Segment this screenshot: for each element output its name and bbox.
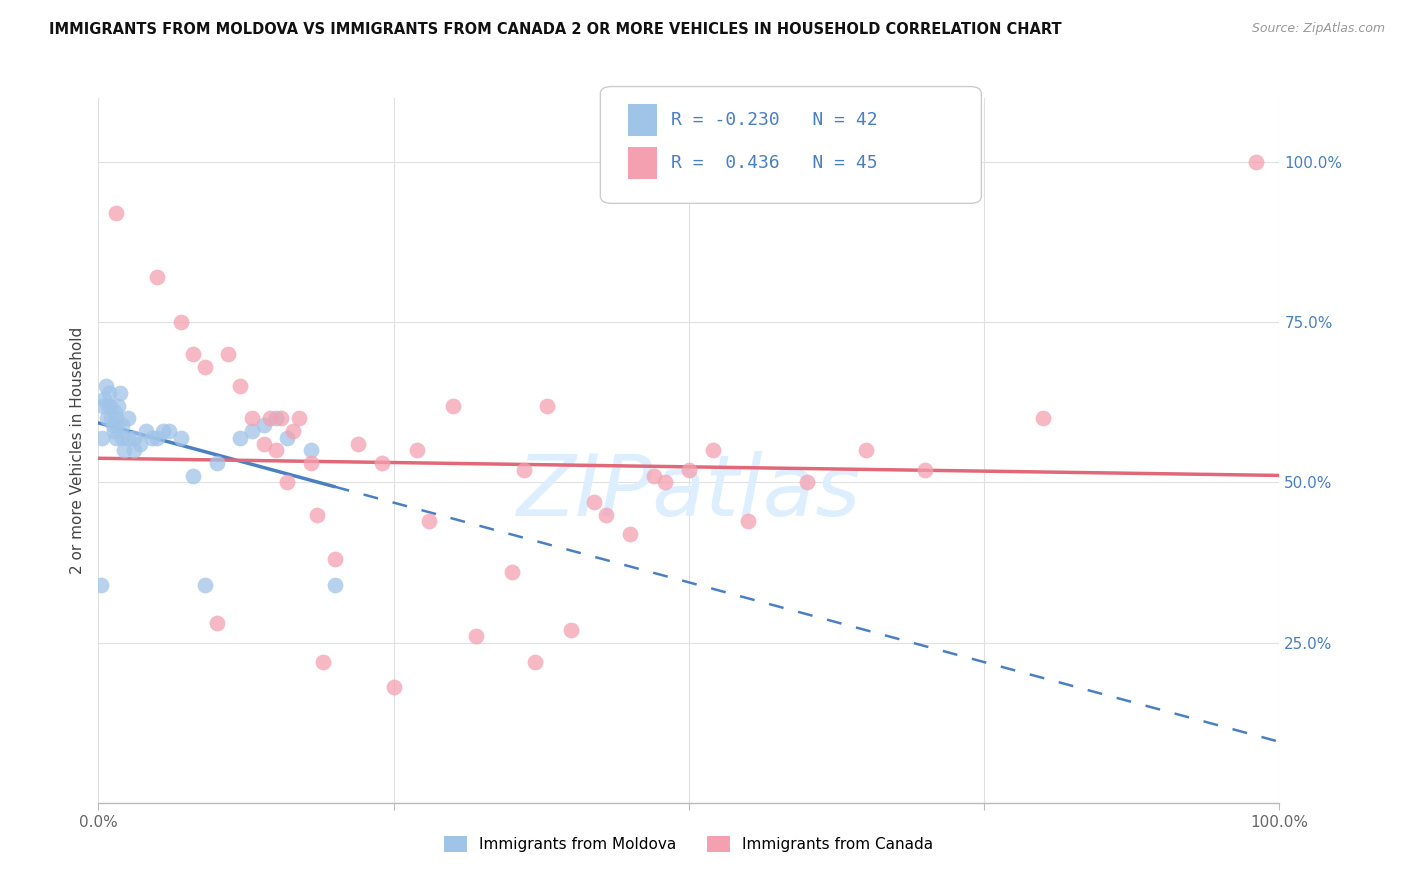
Point <box>1032 411 1054 425</box>
Point <box>122 443 145 458</box>
Point <box>194 360 217 375</box>
Point <box>264 443 287 458</box>
Point <box>501 565 523 579</box>
Point <box>170 431 193 445</box>
Point <box>111 431 134 445</box>
Point <box>194 578 217 592</box>
Point <box>512 463 534 477</box>
Point <box>264 411 287 425</box>
Point <box>157 424 180 438</box>
Point <box>643 469 665 483</box>
Point <box>105 206 128 220</box>
Point <box>103 424 125 438</box>
Point <box>312 655 335 669</box>
Point <box>122 431 145 445</box>
Point <box>796 475 818 490</box>
Point <box>323 578 346 592</box>
Point <box>914 463 936 477</box>
Point <box>583 494 606 508</box>
Point <box>112 443 135 458</box>
Text: R =  0.436   N = 45: R = 0.436 N = 45 <box>671 154 877 172</box>
Point <box>855 443 877 458</box>
Point <box>128 437 150 451</box>
Point <box>299 456 322 470</box>
Point <box>181 347 204 361</box>
Point <box>141 431 163 445</box>
Point <box>117 411 139 425</box>
Point <box>259 411 281 425</box>
Point <box>253 417 276 432</box>
Point <box>240 424 263 438</box>
Text: R = -0.230   N = 42: R = -0.230 N = 42 <box>671 112 877 129</box>
Point <box>107 399 129 413</box>
Point <box>702 443 724 458</box>
Legend: Immigrants from Moldova, Immigrants from Canada: Immigrants from Moldova, Immigrants from… <box>439 830 939 859</box>
Point <box>98 399 121 413</box>
Point <box>382 681 405 695</box>
Point <box>536 399 558 413</box>
Point <box>288 411 311 425</box>
Point <box>441 399 464 413</box>
Point <box>111 417 134 432</box>
Point <box>418 514 440 528</box>
Point <box>91 431 114 445</box>
Text: ZIPatlas: ZIPatlas <box>517 451 860 534</box>
Point <box>270 411 292 425</box>
Point <box>105 431 128 445</box>
Point <box>90 578 112 592</box>
Point <box>205 456 228 470</box>
Point <box>205 616 228 631</box>
Point <box>465 629 488 643</box>
Point <box>240 411 263 425</box>
Point <box>654 475 676 490</box>
Point <box>323 552 346 566</box>
Point <box>1244 155 1267 169</box>
Point <box>595 508 617 522</box>
Point <box>181 469 204 483</box>
Point <box>105 417 128 432</box>
Point <box>101 417 124 432</box>
Point <box>619 526 641 541</box>
Point <box>253 437 276 451</box>
Point <box>135 424 157 438</box>
Text: IMMIGRANTS FROM MOLDOVA VS IMMIGRANTS FROM CANADA 2 OR MORE VEHICLES IN HOUSEHOL: IMMIGRANTS FROM MOLDOVA VS IMMIGRANTS FR… <box>49 22 1062 37</box>
Point <box>229 431 252 445</box>
Point <box>105 411 128 425</box>
Point <box>93 392 115 407</box>
Text: Source: ZipAtlas.com: Source: ZipAtlas.com <box>1251 22 1385 36</box>
Y-axis label: 2 or more Vehicles in Household: 2 or more Vehicles in Household <box>70 326 86 574</box>
Point <box>152 424 174 438</box>
Point <box>276 475 298 490</box>
Point <box>737 514 759 528</box>
Point <box>406 443 429 458</box>
Point <box>678 463 700 477</box>
Point <box>91 399 114 413</box>
Point <box>97 399 120 413</box>
Point <box>146 431 169 445</box>
Point <box>347 437 370 451</box>
Point <box>299 443 322 458</box>
Point <box>229 379 252 393</box>
Point <box>170 315 193 329</box>
Point <box>104 405 127 419</box>
Point <box>98 385 121 400</box>
Point <box>560 623 582 637</box>
Point <box>146 270 169 285</box>
Point <box>276 431 298 445</box>
Point <box>283 424 305 438</box>
Point <box>108 385 131 400</box>
Point <box>371 456 394 470</box>
Point <box>524 655 547 669</box>
Point <box>305 508 328 522</box>
Point <box>217 347 239 361</box>
Point <box>117 431 139 445</box>
Point <box>100 411 122 425</box>
Point <box>94 379 117 393</box>
Point <box>96 411 118 425</box>
